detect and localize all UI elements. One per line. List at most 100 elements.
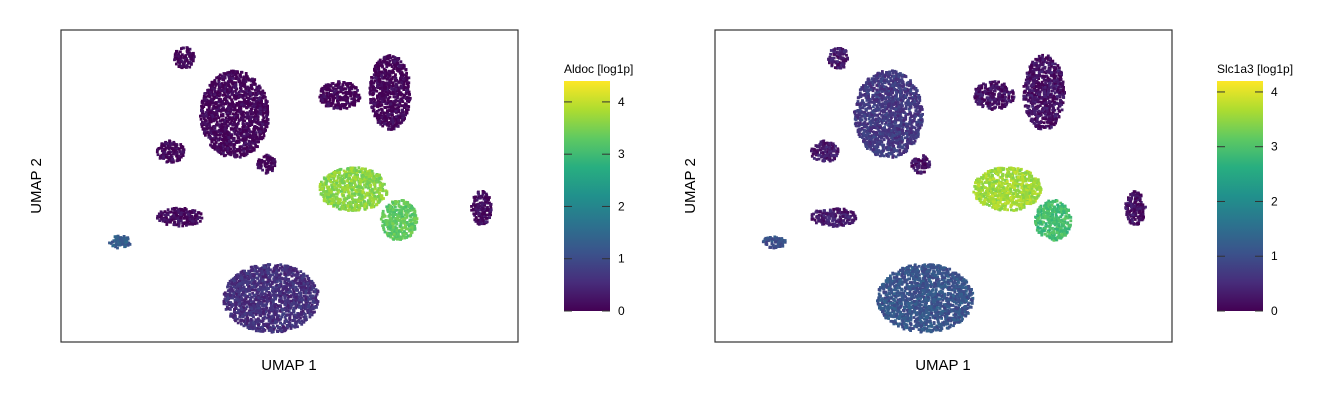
cell-point bbox=[402, 202, 406, 205]
cell-point bbox=[356, 200, 360, 203]
cell-point bbox=[230, 287, 234, 290]
cell-point bbox=[249, 107, 253, 111]
cell-point bbox=[389, 225, 393, 228]
cell-point bbox=[179, 219, 183, 223]
cell-point bbox=[368, 203, 372, 207]
cell-point bbox=[177, 224, 181, 228]
cell-point bbox=[175, 154, 178, 158]
cell-point bbox=[242, 149, 246, 153]
cell-point bbox=[390, 122, 393, 125]
cell-point bbox=[207, 113, 211, 117]
cell-point bbox=[402, 82, 406, 85]
cell-point bbox=[374, 174, 378, 177]
cell-point bbox=[230, 119, 234, 123]
cell-point bbox=[347, 174, 351, 177]
cell-point bbox=[473, 218, 477, 222]
cell-point bbox=[281, 329, 285, 333]
cell-point bbox=[185, 219, 189, 223]
cell-point bbox=[188, 218, 192, 221]
cell-point bbox=[310, 310, 313, 313]
cell-point bbox=[219, 119, 222, 123]
cell-point bbox=[384, 114, 387, 118]
cell-point bbox=[271, 157, 274, 160]
cell-point bbox=[256, 118, 260, 122]
cell-point bbox=[221, 129, 224, 133]
cell-point bbox=[183, 216, 186, 220]
cell-point bbox=[303, 281, 307, 285]
cell-point bbox=[224, 102, 228, 106]
cell-point bbox=[243, 99, 247, 103]
cell-point bbox=[285, 290, 289, 293]
cell-point bbox=[176, 157, 179, 160]
cell-point bbox=[330, 185, 334, 189]
cell-point bbox=[392, 84, 395, 88]
cell-point bbox=[325, 88, 328, 91]
cell-point bbox=[284, 309, 288, 312]
cell-point bbox=[386, 225, 390, 228]
cell-point bbox=[475, 205, 479, 209]
cell-point bbox=[388, 120, 392, 124]
cell-point bbox=[337, 104, 341, 108]
cell-point bbox=[309, 291, 312, 295]
cell-point bbox=[238, 73, 242, 77]
cell-point bbox=[233, 70, 237, 73]
cell-point bbox=[113, 243, 116, 247]
cell-point bbox=[380, 83, 383, 87]
cell-point bbox=[252, 146, 255, 150]
cell-point bbox=[229, 153, 233, 157]
cell-point bbox=[286, 309, 290, 312]
cell-point bbox=[406, 234, 410, 238]
cell-point bbox=[177, 211, 181, 214]
cell-point bbox=[486, 213, 490, 217]
cell-point bbox=[470, 208, 473, 212]
cell-point bbox=[351, 201, 355, 204]
cell-point bbox=[230, 80, 234, 83]
cell-point bbox=[383, 75, 387, 79]
cell-point bbox=[338, 181, 342, 185]
cell-point bbox=[252, 132, 256, 136]
cell-point bbox=[331, 89, 334, 93]
cell-point bbox=[399, 116, 403, 120]
cell-point bbox=[263, 103, 266, 107]
cell-point bbox=[255, 91, 258, 95]
cell-point bbox=[401, 217, 405, 221]
cell-point bbox=[229, 147, 233, 151]
cell-point bbox=[255, 110, 259, 114]
cell-point bbox=[206, 102, 210, 106]
cell-point bbox=[232, 149, 236, 153]
cell-point bbox=[379, 80, 382, 84]
cell-point bbox=[178, 158, 181, 162]
cell-point bbox=[363, 200, 366, 203]
cell-point bbox=[366, 201, 370, 205]
cell-point bbox=[320, 192, 323, 195]
cell-point bbox=[256, 166, 260, 170]
cell-point bbox=[207, 126, 210, 130]
cell-point bbox=[160, 149, 164, 153]
cell-point bbox=[342, 169, 346, 173]
cell-point bbox=[408, 234, 411, 238]
cell-point bbox=[381, 81, 385, 84]
cell-point bbox=[220, 152, 223, 156]
cell-point bbox=[384, 102, 388, 105]
cell-point bbox=[369, 185, 372, 189]
cell-point bbox=[175, 223, 179, 227]
cell-point bbox=[208, 123, 211, 127]
cell-point bbox=[283, 293, 286, 296]
cell-point bbox=[340, 174, 344, 178]
cell-point bbox=[238, 89, 242, 93]
cell-point bbox=[364, 172, 367, 175]
cell-point bbox=[230, 282, 234, 286]
cell-point bbox=[323, 192, 327, 196]
cell-point bbox=[388, 117, 392, 120]
cell-point bbox=[392, 71, 395, 74]
cell-point bbox=[376, 121, 380, 124]
cell-point bbox=[395, 228, 399, 232]
cell-point bbox=[246, 77, 250, 81]
cell-point bbox=[363, 205, 366, 209]
cell-point bbox=[269, 302, 273, 305]
cell-point bbox=[382, 228, 386, 231]
cell-point bbox=[226, 152, 230, 155]
cell-point bbox=[261, 113, 265, 117]
cell-point bbox=[245, 127, 249, 131]
cell-point bbox=[357, 208, 360, 212]
